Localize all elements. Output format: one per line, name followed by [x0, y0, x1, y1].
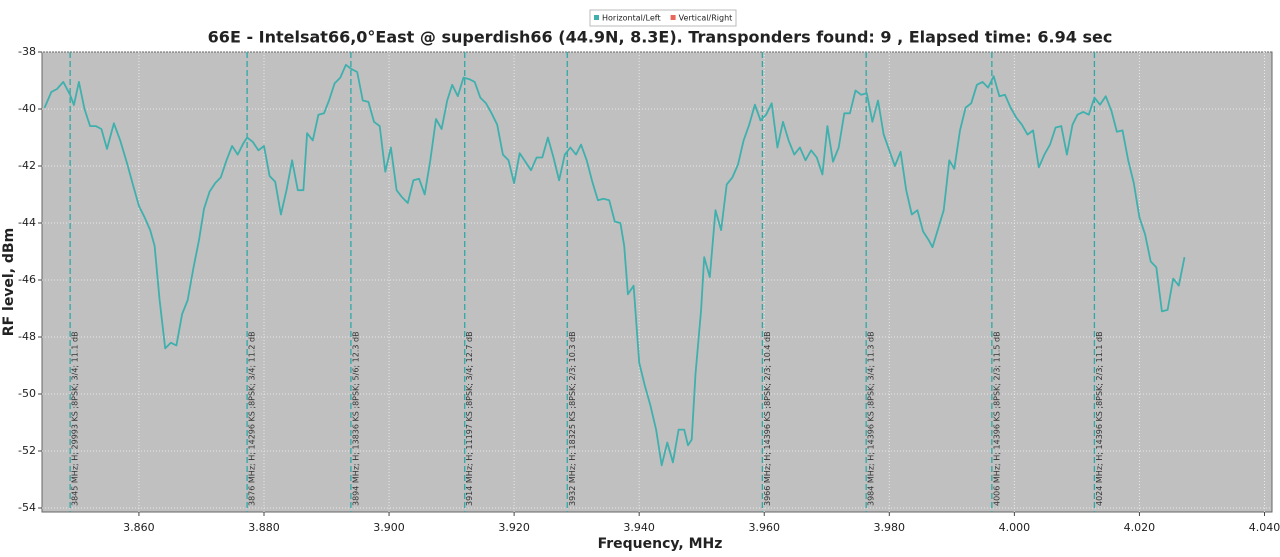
y-tick-label: -38: [18, 45, 36, 58]
transponder-label: 3984 MHz; H; 14396 KS ;8PSK; 3/4; 11.3 d…: [867, 331, 876, 506]
x-axis-title: Frequency, MHz: [598, 536, 723, 552]
y-tick-label: -42: [18, 159, 36, 172]
y-tick-label: -52: [18, 444, 36, 457]
y-tick-label: -40: [18, 102, 36, 115]
y-tick-label: -54: [18, 501, 36, 514]
plot-area: [41, 51, 1273, 513]
transponder-label: 3894 MHz; H; 13836 KS ;8PSK; 5/6; 12.3 d…: [351, 331, 360, 506]
x-tick-label: 4.000: [999, 521, 1031, 534]
y-tick-label: -44: [18, 216, 36, 229]
x-tick-label: 3.900: [373, 521, 405, 534]
legend-swatch: [594, 15, 599, 20]
y-tick-label: -48: [18, 330, 36, 343]
y-tick-label: -46: [18, 273, 36, 286]
x-tick-label: 3.960: [748, 521, 780, 534]
transponder-label: 4006 MHz; H; 14396 KS ;8PSK; 2/3; 11.5 d…: [992, 331, 1001, 506]
transponder-label: 3932 MHz; H; 18325 KS ;8PSK; 2/3; 10.3 d…: [568, 331, 577, 506]
y-axis-title: RF level, dBm: [1, 228, 17, 336]
transponder-label: 3876 MHz; H; 14296 KS ;8PSK; 3/4; 11.2 d…: [248, 331, 257, 506]
chart-title: 66E - Intelsat66,0°East @ superdish66 (4…: [208, 28, 1113, 47]
transponder-label: 4024 MHz; H; 14396 KS ;8PSK; 2/3; 11.1 d…: [1095, 331, 1104, 506]
x-tick-label: 4.020: [1124, 521, 1156, 534]
legend-swatch: [670, 15, 676, 20]
x-tick-label: 3.920: [498, 521, 530, 534]
x-tick-label: 3.860: [123, 521, 155, 534]
transponder-label: 3966 MHz; H; 14396 KS ;8PSK; 2/3; 10.4 d…: [763, 331, 772, 506]
x-tick-label: 3.980: [874, 521, 906, 534]
y-tick-label: -50: [18, 387, 36, 400]
transponder-label: 3914 MHz; H; 11197 KS ;8PSK; 3/4; 12.7 d…: [465, 331, 474, 506]
x-tick-label: 3.880: [248, 521, 280, 534]
series-line: [43, 63, 1186, 467]
x-tick-label: 4.040: [1249, 521, 1280, 534]
legend: Horizontal/Left Vertical/Right: [589, 9, 737, 27]
x-tick-label: 3.940: [623, 521, 655, 534]
legend-label: Vertical/Right: [679, 14, 733, 23]
transponder-label: 3845 MHz; H; 29993 KS ;8PSK; 3/4; 11.1 d…: [71, 331, 80, 506]
legend-box: [589, 9, 737, 27]
legend-label: Horizontal/Left: [602, 14, 661, 23]
